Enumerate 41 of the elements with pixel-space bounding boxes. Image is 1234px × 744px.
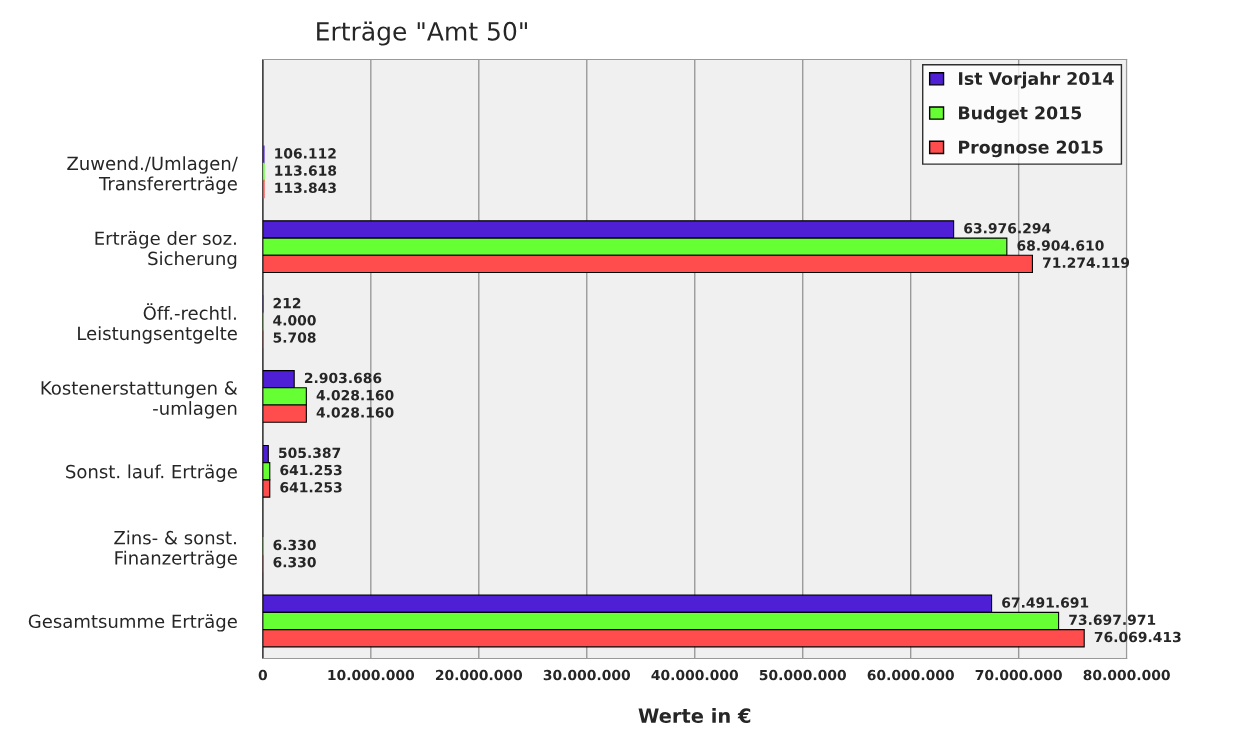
data-label: 68.904.610: [1017, 240, 1104, 251]
data-label: 212: [273, 297, 301, 309]
data-label: 113.618: [275, 165, 337, 176]
data-label: 76.069.413: [1094, 631, 1181, 643]
x-tick-label: 10.000.000: [328, 669, 415, 681]
x-tick-label: 30.000.000: [543, 669, 631, 681]
y-tick-label: Kostenerstattungen & -umlagen: [41, 381, 238, 419]
data-label: 641.253: [280, 482, 342, 493]
data-label: 2.903.686: [304, 372, 382, 384]
y-tick-label: Sonst. lauf. Erträge: [66, 464, 237, 482]
data-label: 71.274.119: [1043, 257, 1130, 268]
x-tick-label: 50.000.000: [759, 669, 846, 681]
x-axis-title: Werte in €: [638, 707, 751, 724]
data-label: 4.028.160: [316, 407, 394, 418]
y-tick-label: Zuwend./Umlagen/ Transfererträge: [67, 156, 238, 194]
x-tick-label: 60.000.000: [867, 669, 954, 681]
data-label: 67.491.691: [1002, 597, 1089, 608]
x-tick-label: 80.000.000: [1083, 669, 1170, 681]
legend-label: Ist Vorjahr 2014: [959, 71, 1114, 89]
data-label: 5.708: [273, 332, 316, 343]
data-label: 641.253: [280, 464, 342, 476]
y-tick-label: Gesamtsumme Erträge: [28, 614, 237, 632]
chart-title: Erträge "Amt 50": [317, 21, 527, 46]
y-tick-label: Öff.-rechtl. Leistungsentgelte: [78, 303, 237, 344]
x-tick-label: 40.000.000: [651, 669, 739, 681]
y-tick-label: Erträge der soz. Sicherung: [95, 231, 237, 269]
data-label: 113.843: [275, 182, 336, 194]
data-label: 63.976.294: [964, 222, 1051, 234]
data-label: 6.330: [273, 539, 316, 551]
data-label: 505.387: [279, 447, 341, 459]
legend-label: Prognose 2015: [959, 140, 1103, 158]
data-label: 4.000: [273, 315, 316, 326]
x-tick-label: 70.000.000: [975, 669, 1062, 681]
x-tick-label: 0: [258, 669, 268, 681]
data-label: 73.697.971: [1069, 614, 1156, 626]
data-label: 4.028.160: [316, 389, 394, 401]
data-label: 106.112: [275, 148, 336, 159]
y-tick-label: Zins- & sonst. Finanzerträge: [114, 530, 237, 569]
x-tick-label: 20.000.000: [435, 669, 523, 681]
data-label: 6.330: [273, 556, 316, 568]
legend-label: Budget 2015: [959, 105, 1082, 123]
